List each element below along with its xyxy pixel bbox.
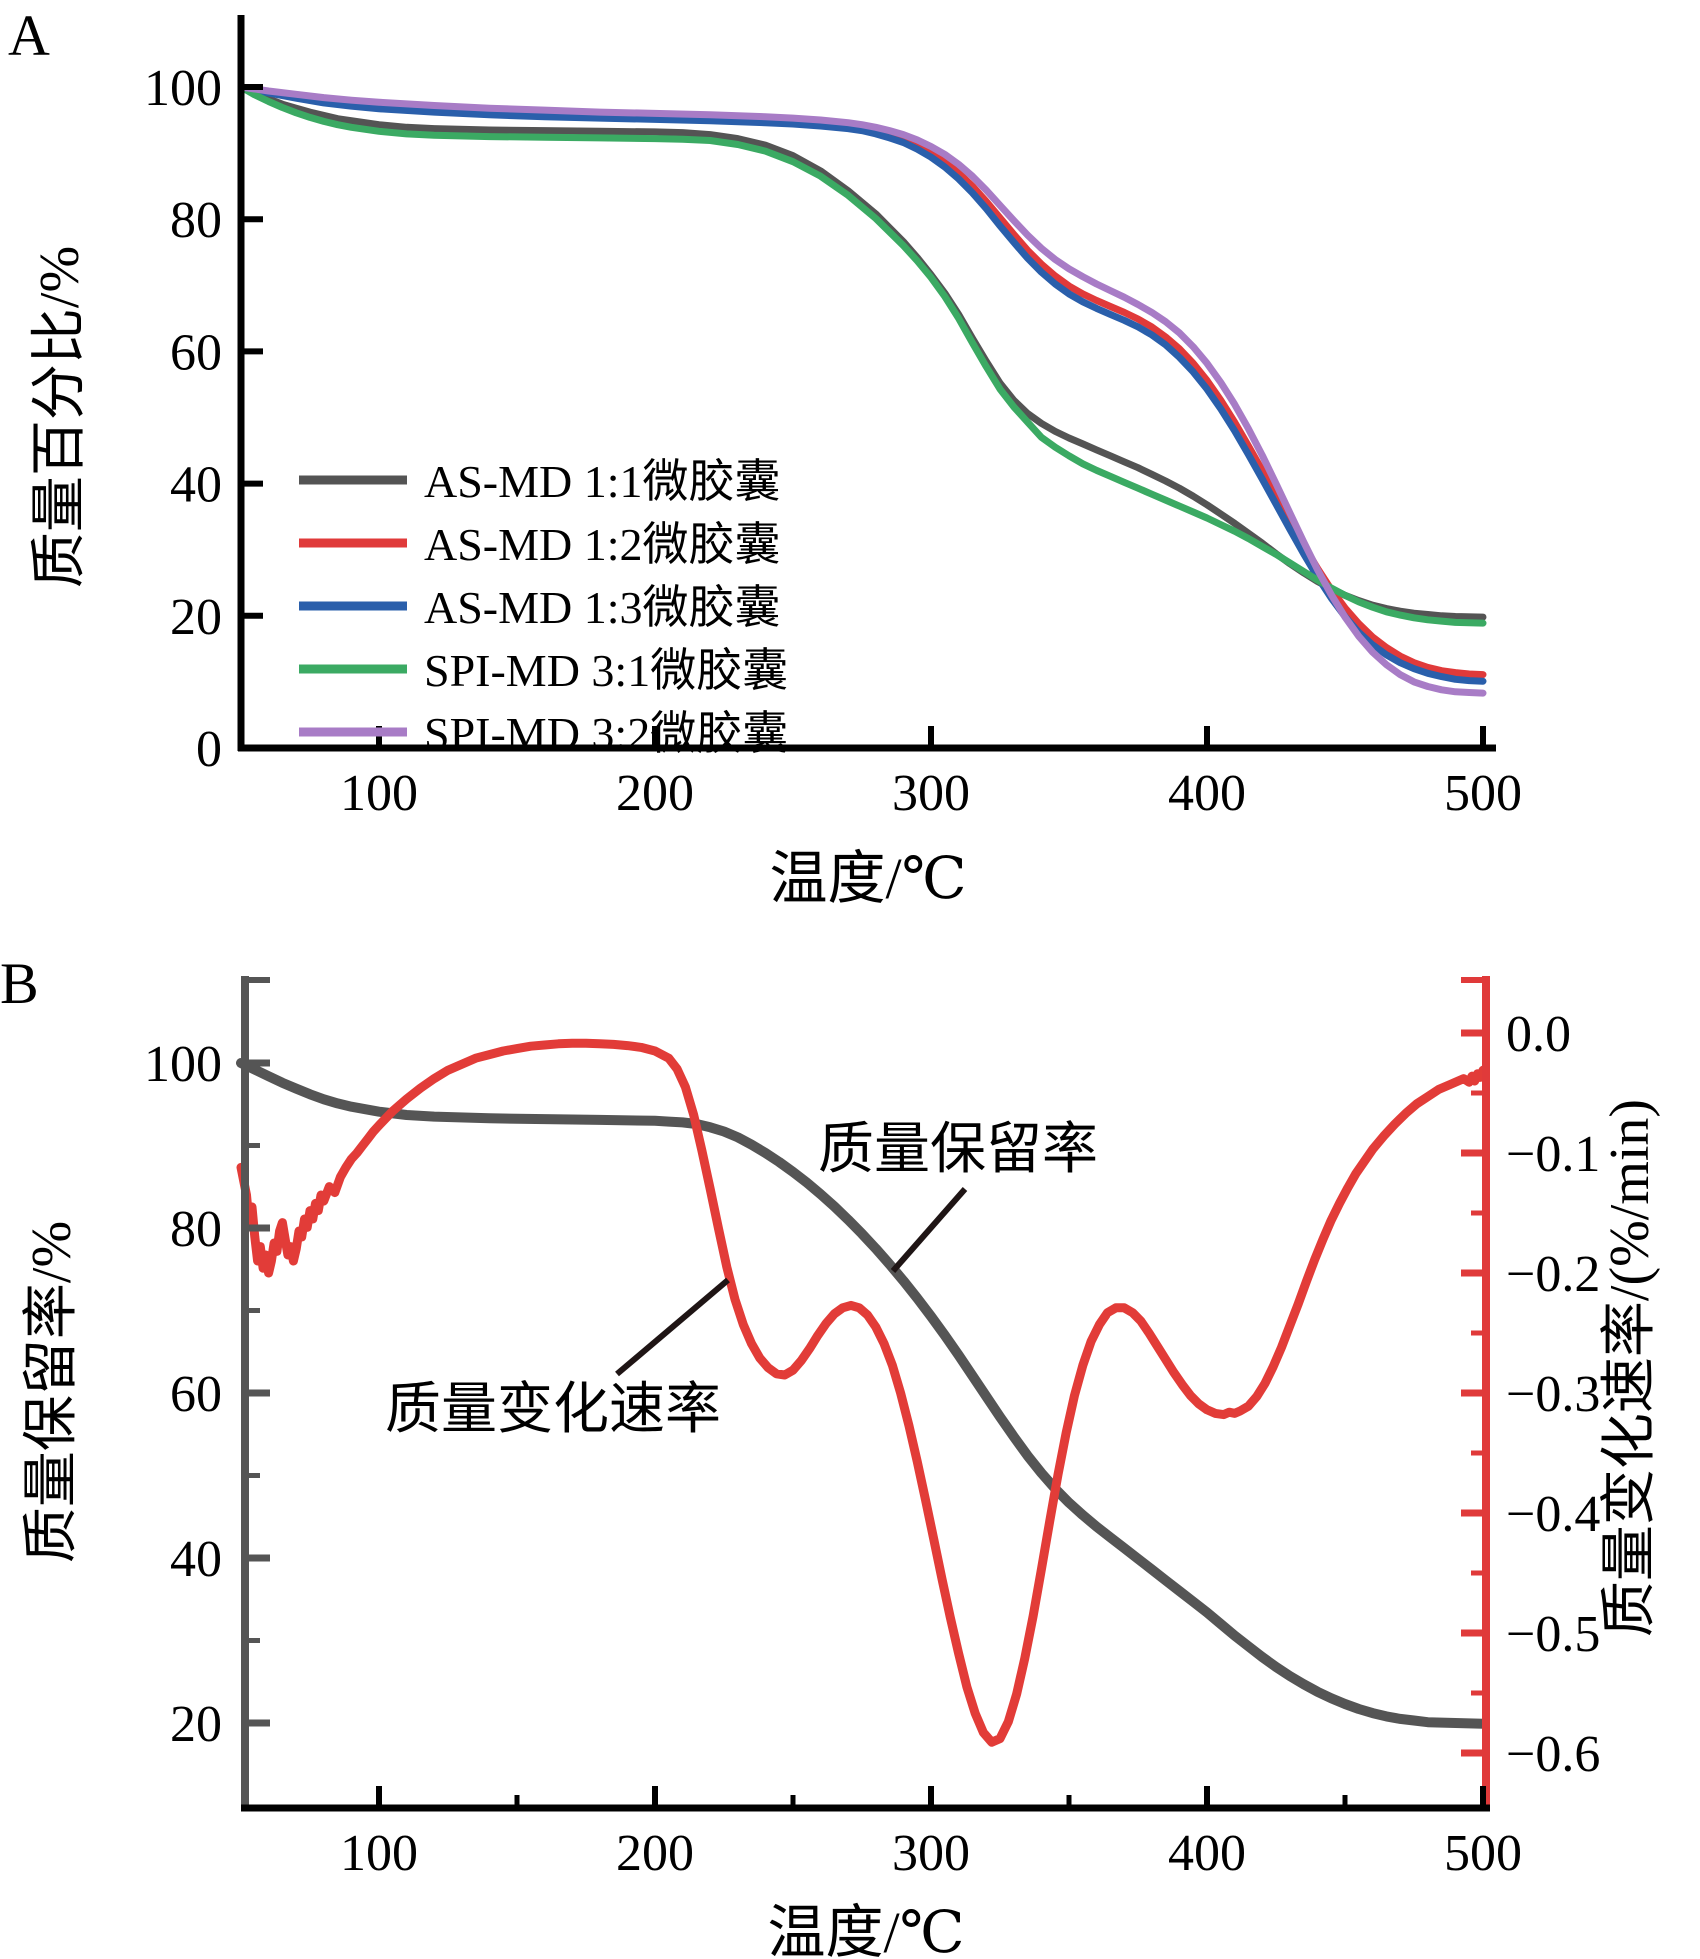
panel-b-label: B xyxy=(0,951,39,1016)
panel-a-y-axis-title: 质量百分比/% xyxy=(29,246,91,588)
panel-b-right-y-tick-label: −0.2 xyxy=(1506,1246,1600,1303)
legend-item: SPI-MD 3:1微胶囊 xyxy=(299,645,788,696)
panel-b-x-tick-label: 400 xyxy=(1168,1825,1246,1882)
panel-b-left-y-tick-label: 80 xyxy=(170,1201,222,1258)
panel-b-right-y-axis-title: 质量变化速率/(%/min) xyxy=(1599,1099,1661,1637)
panel-a-x-axis-title: 温度/℃ xyxy=(770,846,967,911)
legend-label: AS-MD 1:1微胶囊 xyxy=(424,456,781,507)
legend-label: AS-MD 1:2微胶囊 xyxy=(424,519,781,570)
panel-a-series-line-4 xyxy=(237,83,1487,697)
panel-b-x-tick-label: 100 xyxy=(340,1825,418,1882)
panel-a-x-tick-label: 500 xyxy=(1444,765,1522,822)
panel-a-y-tick-label: 100 xyxy=(144,60,222,117)
panel-b-right-y-tick-label: −0.5 xyxy=(1506,1606,1600,1663)
panel-a-x-tick-label: 400 xyxy=(1168,765,1246,822)
panel-b-left-y-tick-label: 20 xyxy=(170,1696,222,1753)
panel-b-right-y-tick-label: −0.6 xyxy=(1506,1726,1600,1783)
panel-b-x-tick-label: 500 xyxy=(1444,1825,1522,1882)
annotation-text: 质量变化速率 xyxy=(385,1379,721,1441)
panel-b-left-y-tick-label: 40 xyxy=(170,1531,222,1588)
panel-a: 100 200 300 400 500 0 20 40 60 80 100 温度/℃ 质量百分比/% AS… xyxy=(29,15,1522,911)
panel-a-y-tick-label: 20 xyxy=(170,589,222,646)
legend-item: AS-MD 1:1微胶囊 xyxy=(299,456,781,507)
legend-item: AS-MD 1:2微胶囊 xyxy=(299,519,781,570)
legend-label: SPI-MD 3:2微胶囊 xyxy=(424,708,788,759)
panel-b-x-tick-label: 200 xyxy=(616,1825,694,1882)
panel-b-right-y-tick-label: −0.1 xyxy=(1506,1126,1600,1183)
annotation-leader-line xyxy=(890,1187,968,1273)
panel-b-right-y-tick-label: 0.0 xyxy=(1506,1006,1571,1063)
panel-a-legend: AS-MD 1:1微胶囊 AS-MD 1:2微胶囊 AS-MD 1:3微胶囊 SPI-… xyxy=(299,456,788,759)
panel-b-right-y-tick-label: −0.4 xyxy=(1506,1486,1600,1543)
panel-a-label: A xyxy=(8,3,50,68)
panel-b-x-tick-label: 300 xyxy=(892,1825,970,1882)
panel-b-annotation-0: 质量保留率 xyxy=(818,1119,1098,1273)
panel-a-y-tick-label: 0 xyxy=(196,721,222,778)
panel-b-left-y-tick-label: 60 xyxy=(170,1366,222,1423)
panel-a-x-tick-label: 100 xyxy=(340,765,418,822)
legend-item: AS-MD 1:3微胶囊 xyxy=(299,582,781,633)
panel-b-x-axis-title: 温度/℃ xyxy=(768,1900,965,1959)
annotation-text: 质量保留率 xyxy=(818,1119,1098,1181)
legend-label: SPI-MD 3:1微胶囊 xyxy=(424,645,788,696)
panel-b-right-y-tick-label: −0.3 xyxy=(1506,1366,1600,1423)
panel-a-x-tick-label: 300 xyxy=(892,765,970,822)
panel-a-series-line-3 xyxy=(237,83,1487,627)
panel-a-x-tick-label: 200 xyxy=(616,765,694,822)
panel-a-y-tick-label: 40 xyxy=(170,457,222,514)
panel-a-y-tick-label: 80 xyxy=(170,192,222,249)
panel-b-left-y-tick-label: 100 xyxy=(144,1036,222,1093)
panel-b-annotation-1: 质量变化速率 xyxy=(385,1277,730,1441)
panel-a-y-tick-label: 60 xyxy=(170,324,222,381)
panel-b-series-line-0 xyxy=(236,1058,1488,1729)
legend-item: SPI-MD 3:2微胶囊 xyxy=(299,708,788,759)
panel-b-series-line-1 xyxy=(236,1038,1488,1747)
panel-b: 100 200 300 400 500 100 80 60 40 20 0.0 −0.1 −0.2 −0.… xyxy=(21,976,1661,1959)
panel-b-left-y-axis-title: 质量保留率/% xyxy=(21,1221,83,1563)
legend-label: AS-MD 1:3微胶囊 xyxy=(424,582,781,633)
annotation-leader-line xyxy=(615,1277,730,1377)
